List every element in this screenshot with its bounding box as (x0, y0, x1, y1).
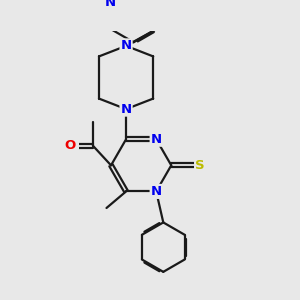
Text: N: N (121, 39, 132, 52)
Text: N: N (151, 185, 162, 198)
Text: N: N (151, 133, 162, 146)
Text: O: O (65, 139, 76, 152)
Text: N: N (121, 103, 132, 116)
Text: S: S (195, 159, 205, 172)
Text: N: N (105, 0, 116, 9)
